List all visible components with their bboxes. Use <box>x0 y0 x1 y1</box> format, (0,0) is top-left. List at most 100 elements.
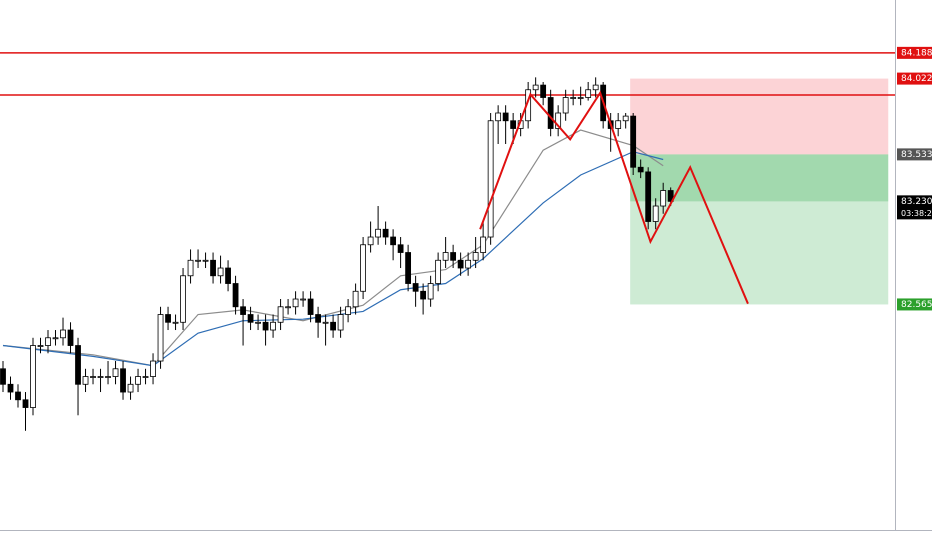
candle-body <box>472 252 479 261</box>
candle-body <box>30 345 36 408</box>
candle-body <box>345 306 351 315</box>
candle-body <box>277 306 284 323</box>
candle-body <box>622 115 629 122</box>
candle-body <box>90 376 96 378</box>
candle-body <box>502 112 509 122</box>
candle-body <box>150 360 156 377</box>
candle-body <box>322 321 329 324</box>
candle-body <box>562 97 569 114</box>
candle-body <box>457 259 464 269</box>
candle-body <box>187 259 194 277</box>
candle-body <box>180 275 186 323</box>
candle-body <box>300 298 306 301</box>
candle-body <box>532 84 539 91</box>
price-label-box <box>897 46 932 59</box>
candle-body <box>217 267 224 277</box>
candle-body <box>195 259 201 262</box>
candle-body <box>225 267 231 284</box>
candle-body <box>352 290 359 308</box>
candle-body <box>450 252 457 261</box>
candle-body <box>487 120 494 238</box>
candle-body <box>22 399 29 408</box>
price-label-box <box>897 148 932 161</box>
candle-body <box>555 112 562 129</box>
candle-body <box>630 115 637 168</box>
candle-body <box>67 329 74 346</box>
candle-body <box>465 259 472 269</box>
stop-zone <box>630 78 889 155</box>
candle-body <box>37 345 44 347</box>
candle-body <box>367 236 374 246</box>
candle-body <box>585 89 592 98</box>
price-label: 84.188 <box>901 48 932 58</box>
candle-body <box>330 321 336 331</box>
candle-body <box>240 306 246 315</box>
candle-body <box>412 283 419 292</box>
candle-body <box>660 190 667 207</box>
candle-body <box>480 236 487 253</box>
pattern-line <box>479 90 749 305</box>
price-label-box <box>897 195 932 220</box>
candle-body <box>97 376 104 378</box>
price-label-box <box>897 72 932 85</box>
candle-body <box>420 290 427 300</box>
candle-body <box>0 368 6 385</box>
candle-body <box>270 321 276 331</box>
candle-body <box>315 314 321 323</box>
candle-body <box>172 321 179 324</box>
candle-body <box>82 376 89 385</box>
candle-body <box>105 376 111 378</box>
candle-body <box>142 376 149 378</box>
candle-body <box>337 314 344 331</box>
candle-body <box>75 345 81 385</box>
candle-body <box>615 120 622 129</box>
target-zone <box>630 154 889 305</box>
candle-body <box>390 236 397 246</box>
candle-body <box>360 244 367 292</box>
candle-body <box>570 97 577 99</box>
candle-body <box>262 321 269 331</box>
candle-body <box>637 166 644 173</box>
candle-body <box>667 190 674 202</box>
candle-body <box>510 120 517 129</box>
candle-body <box>15 391 21 401</box>
candle-body <box>495 112 502 122</box>
candle-body <box>652 205 659 222</box>
candle-body <box>202 259 209 262</box>
candle-body <box>165 314 171 323</box>
price-label: 84.022 <box>901 74 932 84</box>
candle-body <box>382 228 389 238</box>
candle-body <box>45 337 51 346</box>
candle-body <box>405 252 412 284</box>
candle-body <box>127 383 134 393</box>
candle-body <box>60 329 66 339</box>
candle-body <box>547 97 554 129</box>
price-label: 83.230 <box>901 197 932 207</box>
candle-body <box>157 314 164 362</box>
candle-body <box>292 298 299 308</box>
candle-body <box>442 252 449 261</box>
candle-body <box>120 368 126 393</box>
candle-body <box>135 376 141 385</box>
candle-body <box>232 283 239 308</box>
candle-body <box>255 321 261 324</box>
candle-body <box>375 228 382 238</box>
candle-body <box>397 244 404 253</box>
candle-body <box>7 383 14 393</box>
candle-body <box>427 283 434 300</box>
candle-body <box>307 298 314 315</box>
candle-body <box>435 259 442 284</box>
price-label-box <box>897 298 932 311</box>
candle-body <box>645 171 652 222</box>
candle-body <box>210 259 216 277</box>
price-label: 83.533 <box>901 150 932 160</box>
candle-body <box>52 337 59 340</box>
candle-body <box>577 97 584 99</box>
countdown: 03:38:23 <box>901 209 932 218</box>
candle-body <box>285 306 291 309</box>
candle-body <box>112 368 119 377</box>
price-label: 82.565 <box>901 300 932 310</box>
